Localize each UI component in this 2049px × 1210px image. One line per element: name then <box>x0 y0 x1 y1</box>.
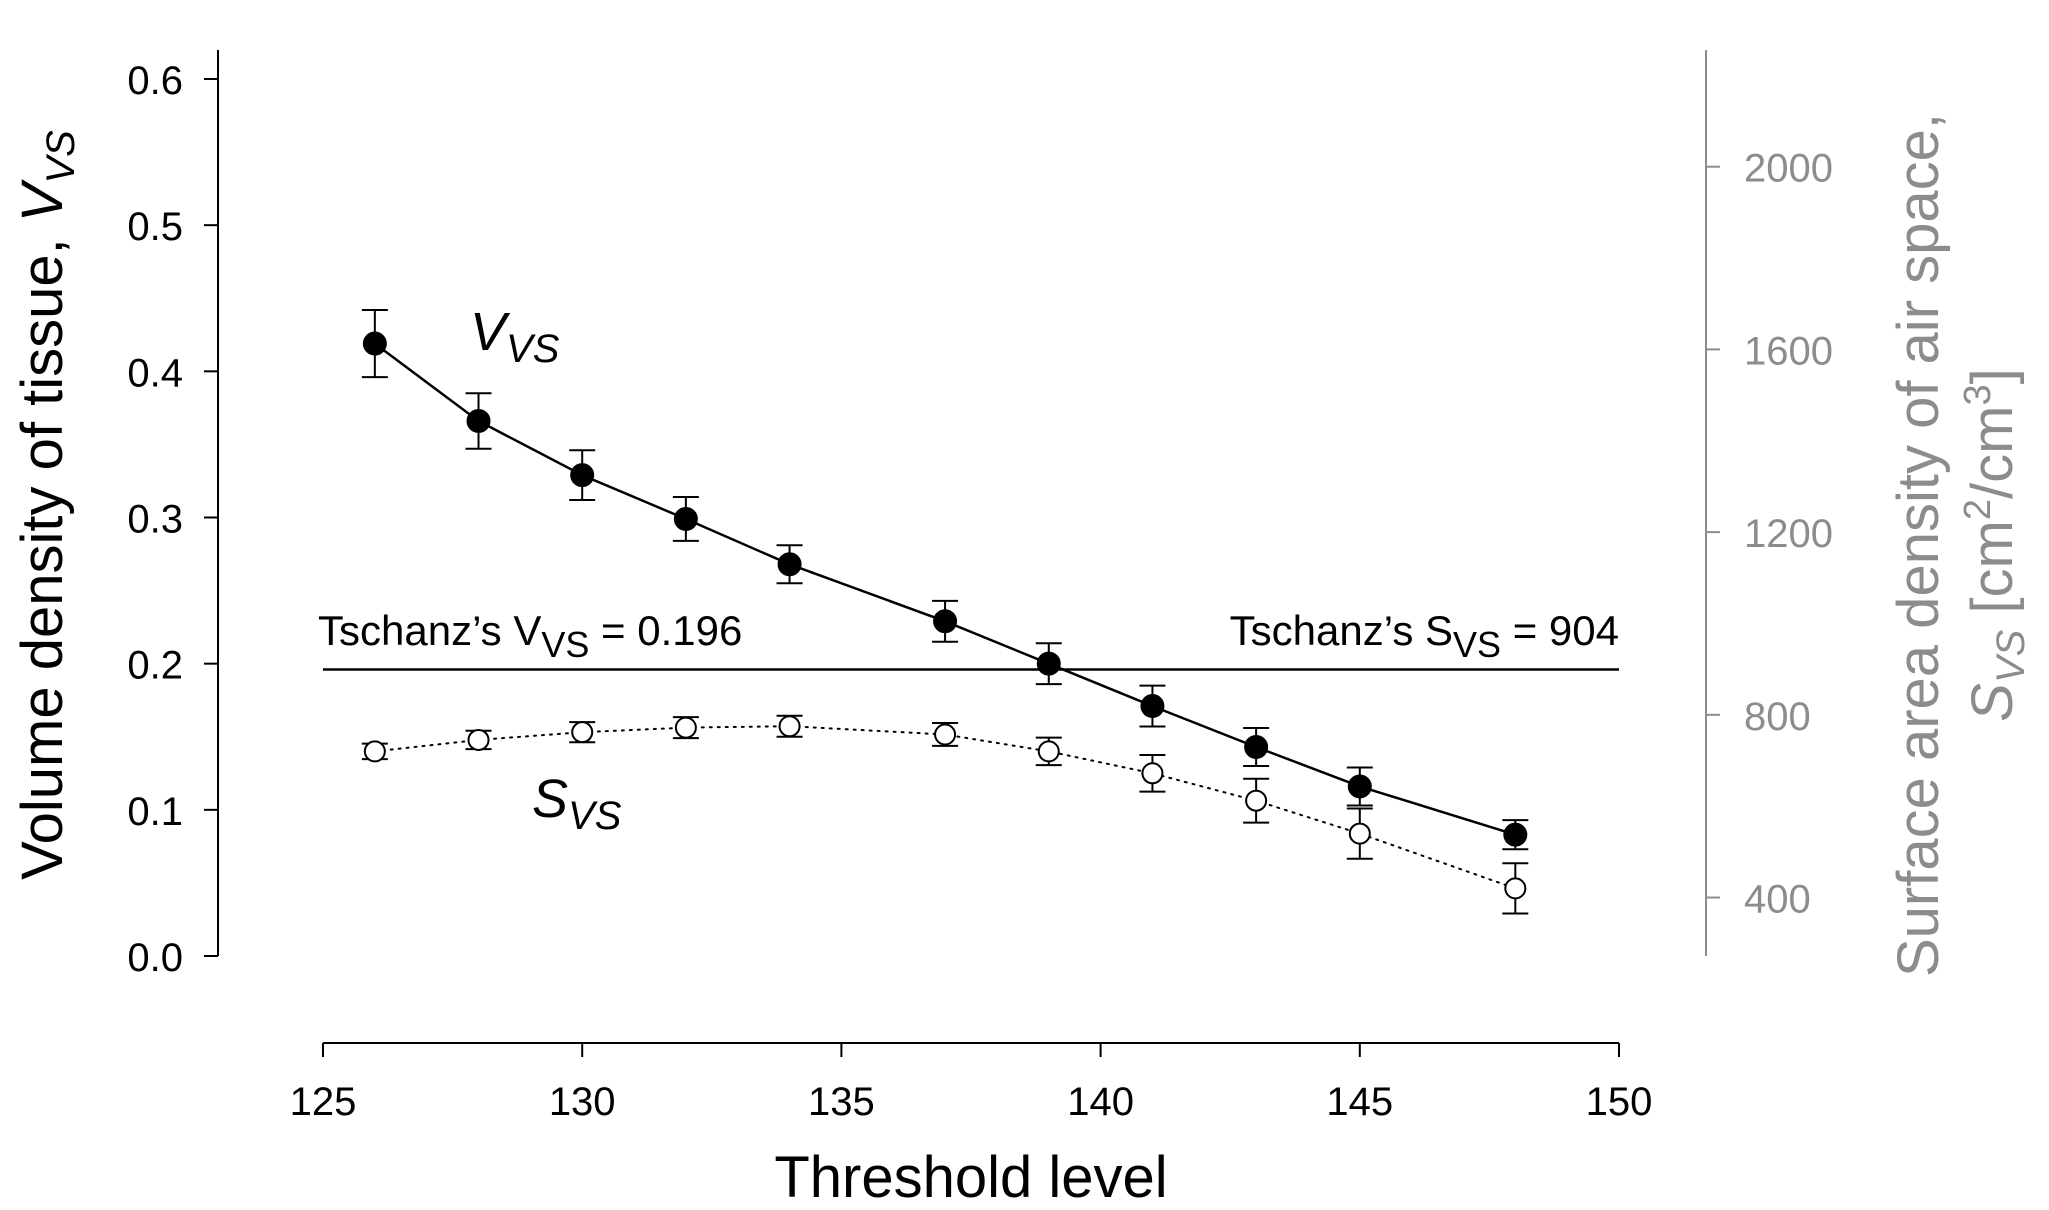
data-point-vvs <box>362 331 387 356</box>
data-point-vvs <box>673 506 698 531</box>
left-y-axis-label-text: Volume density of tissue, <box>10 222 75 880</box>
series-line-vvs <box>373 342 1517 836</box>
data-point-vvs <box>1244 734 1269 759</box>
right-y-tick-label: 1200 <box>1744 512 1833 556</box>
x-tick-label: 130 <box>549 1080 616 1124</box>
x-tick-label: 145 <box>1326 1080 1393 1124</box>
reference-label-left: Tschanz’s VVS = 0.196 <box>318 607 742 665</box>
right-y-tick-label: 1600 <box>1744 329 1833 373</box>
data-point-vvs <box>777 552 802 577</box>
data-point-vvs <box>1140 694 1165 719</box>
left-y-axis-label: Volume density of tissue, VVS <box>10 130 83 880</box>
data-point-vvs <box>1347 774 1372 799</box>
reference-label-right-value: = 904 <box>1501 607 1619 654</box>
ticks-layer: 0.0 0.1 0.2 0.3 0.4 0.5 0.6 400 800 1200 1600 2000 1… <box>127 59 1833 1124</box>
left-y-axis-label-var: V <box>10 178 75 222</box>
data-point-vvs <box>570 463 595 488</box>
reference-label-left-value: = 0.196 <box>589 607 742 654</box>
series-label-var: V <box>470 302 511 362</box>
series-label-svs: SVS <box>532 769 622 838</box>
series-label-var: S <box>532 769 568 829</box>
right-y-axis-label-unit: /cm <box>1960 406 2025 499</box>
reference-label-right-text: Tschanz’s S <box>1230 607 1453 654</box>
left-y-tick-label: 0.6 <box>127 59 183 103</box>
data-point-svs <box>467 728 490 751</box>
right-y-axis-label-unit: [cm <box>1960 520 2025 630</box>
right-y-axis-label-line1: Surface area density of air space, <box>1886 113 1951 977</box>
right-y-tick-label: 2000 <box>1744 147 1833 191</box>
right-y-axis-label-var: S <box>1960 683 2025 722</box>
data-point-svs <box>934 723 957 746</box>
data-point-svs <box>674 716 697 739</box>
x-tick-label: 125 <box>290 1080 357 1124</box>
reference-label-left-sub: VS <box>541 624 589 665</box>
x-tick-label: 140 <box>1067 1080 1134 1124</box>
x-tick-label: 135 <box>808 1080 875 1124</box>
series-label-sub: VS <box>506 327 560 371</box>
right-y-tick-label: 800 <box>1744 695 1811 739</box>
left-y-axis-label-sub: VS <box>39 130 83 184</box>
left-y-tick-label: 0.2 <box>127 644 183 688</box>
axes-layer <box>217 50 1707 1044</box>
right-y-axis-label-line2: SVS [cm2/cm3] <box>1957 368 2033 721</box>
reference-label-left-text: Tschanz’s V <box>318 607 541 654</box>
data-point-svs <box>778 715 801 738</box>
left-y-tick-label: 0.1 <box>127 790 183 834</box>
series-layer <box>323 308 1619 915</box>
right-y-axis-label-sup: 2 <box>1957 499 1999 520</box>
left-y-tick-label: 0.0 <box>127 936 183 980</box>
x-tick-label: 150 <box>1586 1080 1653 1124</box>
reference-label-right-sub: VS <box>1453 624 1501 665</box>
left-y-tick-label: 0.3 <box>127 498 183 542</box>
data-point-vvs <box>933 609 958 634</box>
right-y-axis-label-sub: VS <box>1989 629 2033 683</box>
x-axis-label: Threshold level <box>774 1145 1167 1205</box>
left-y-tick-label: 0.4 <box>127 351 183 395</box>
data-point-vvs <box>1503 822 1528 847</box>
reference-label-right: Tschanz’s SVS = 904 <box>1230 607 1619 665</box>
series-label-vvs: VVS <box>470 302 560 371</box>
data-point-vvs <box>466 409 491 434</box>
right-y-axis-label-unit: ] <box>1960 368 2025 384</box>
data-point-svs <box>571 721 594 744</box>
right-y-tick-label: 400 <box>1744 878 1811 922</box>
right-y-axis-label-sup: 3 <box>1957 384 1999 405</box>
labels-layer: Threshold level Volume density of tissue,… <box>10 113 2033 1210</box>
series-label-sub: VS <box>568 794 622 838</box>
data-point-svs <box>363 740 386 763</box>
data-point-svs <box>1141 762 1164 785</box>
left-y-tick-label: 0.5 <box>127 205 183 249</box>
data-point-svs <box>1504 877 1527 900</box>
data-point-svs <box>1037 740 1060 763</box>
data-point-svs <box>1348 822 1371 845</box>
data-point-svs <box>1245 789 1268 812</box>
data-point-vvs <box>1036 651 1061 676</box>
